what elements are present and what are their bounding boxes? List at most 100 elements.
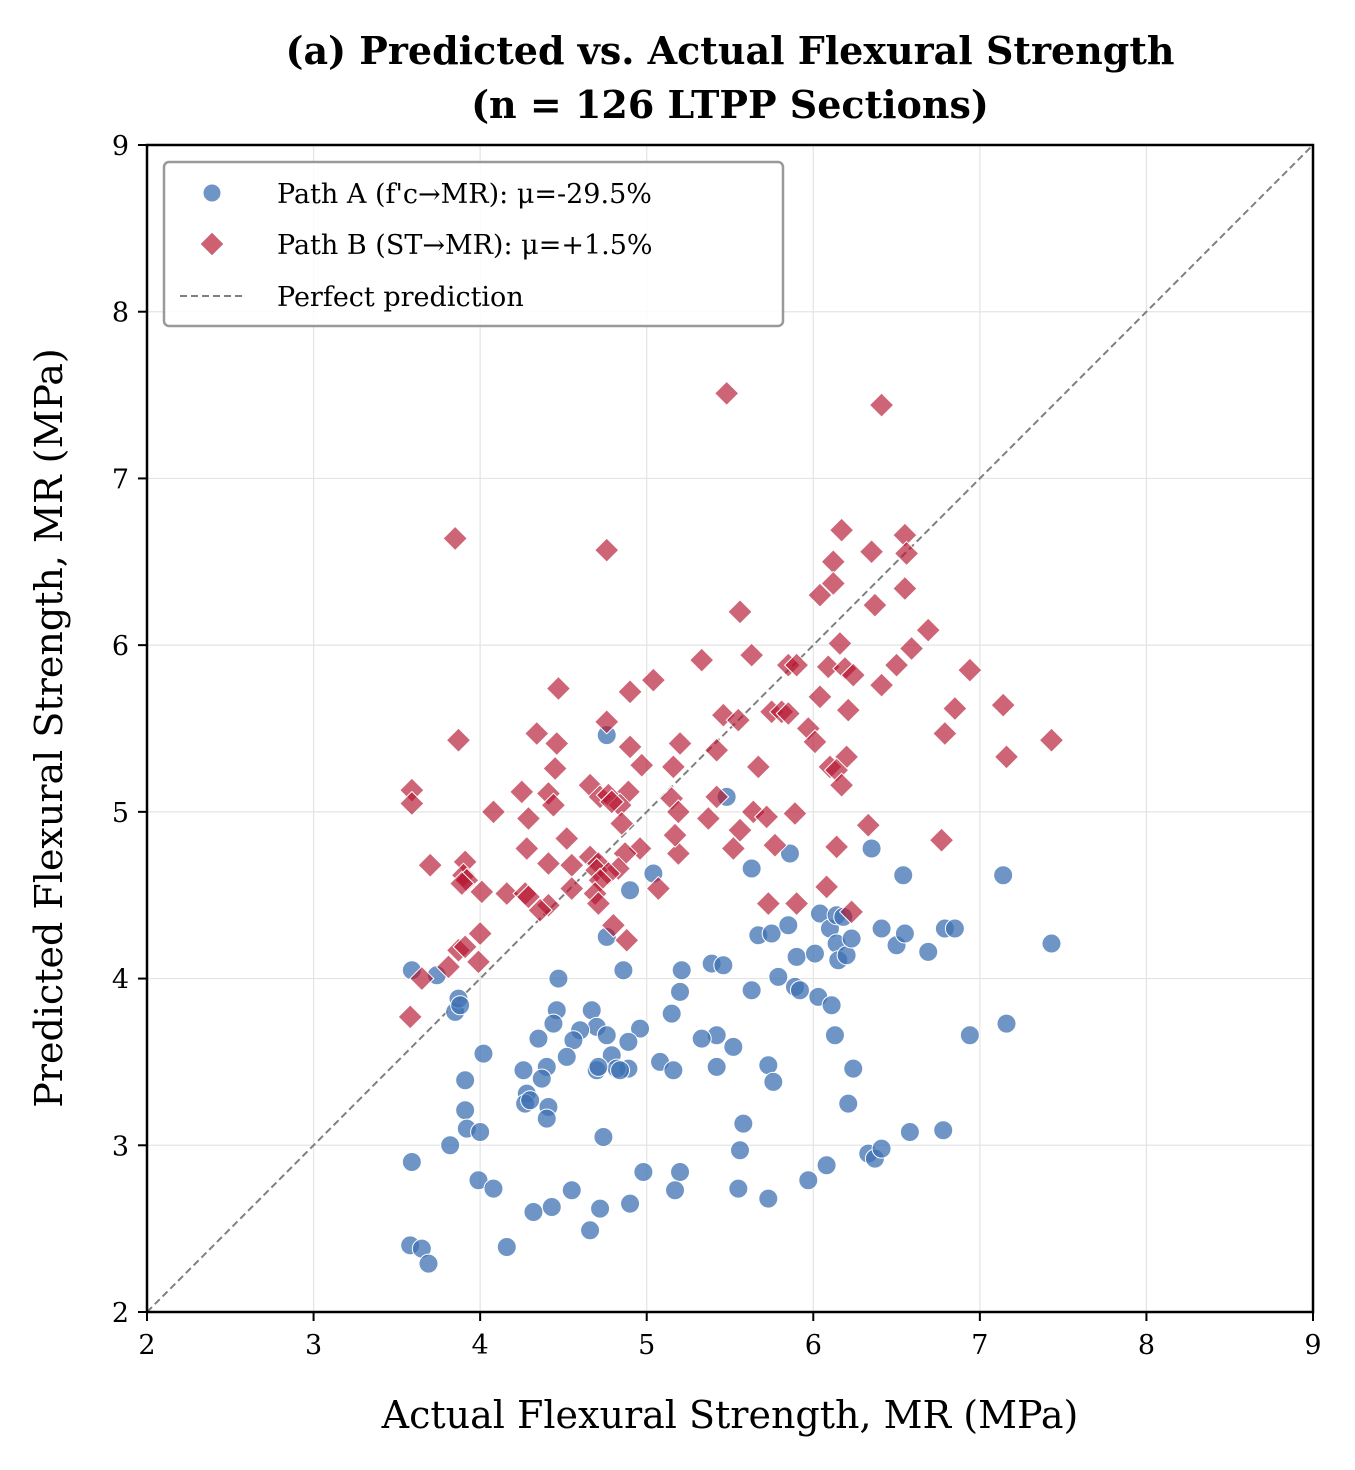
point-path-b: [442, 525, 468, 552]
y-tick-label: 8: [112, 298, 129, 329]
legend-box: [162, 160, 785, 328]
point-path-b: [559, 875, 585, 902]
chart-title-line2: (n = 126 LTPP Sections): [471, 82, 989, 127]
point-path-b: [862, 592, 888, 618]
x-tick-label: 7: [971, 1330, 988, 1361]
point-path-b: [467, 920, 493, 947]
point-path-a: [733, 1113, 754, 1134]
point-path-a: [713, 955, 734, 976]
point-path-b: [465, 949, 492, 975]
point-path-b: [727, 599, 753, 625]
point-path-a: [455, 1070, 476, 1091]
point-path-b: [667, 730, 693, 757]
point-path-a: [758, 1055, 779, 1076]
point-path-a: [450, 995, 471, 1016]
point-path-b: [727, 817, 753, 843]
point-path-a: [786, 946, 807, 967]
x-tick-label: 9: [1304, 1330, 1321, 1361]
point-path-b: [665, 840, 692, 867]
point-path-b: [783, 652, 810, 678]
point-path-a: [894, 923, 915, 944]
point-path-a: [536, 1108, 557, 1129]
point-path-a: [593, 1126, 614, 1147]
point-path-b: [600, 912, 627, 938]
point-path-b: [542, 755, 568, 782]
point-path-b: [435, 954, 462, 980]
point-path-b: [720, 835, 747, 862]
point-path-b: [868, 672, 895, 698]
point-path-b: [932, 720, 958, 747]
point-path-a: [671, 960, 692, 981]
point-path-b: [660, 754, 687, 780]
point-path-a: [761, 923, 782, 944]
point-path-b: [898, 635, 925, 662]
point-path-a: [838, 1093, 859, 1114]
point-path-b: [449, 870, 475, 897]
point-path-a: [620, 880, 641, 901]
legend: Path A (f'c→MR): μ=-29.5% Path B (ST→MR)…: [162, 160, 785, 328]
legend-label-perfect: Perfect prediction: [277, 282, 524, 313]
point-path-a: [541, 1196, 562, 1217]
point-path-a: [804, 943, 825, 964]
point-path-b: [509, 779, 535, 805]
point-path-b: [417, 852, 443, 878]
point-path-b: [609, 810, 635, 837]
point-path-b: [445, 727, 472, 753]
point-path-a: [418, 1253, 439, 1274]
y-axis-label: Predicted Flexural Strength, MR (MPa): [27, 348, 71, 1107]
point-path-b: [594, 537, 620, 563]
point-path-b: [713, 380, 740, 407]
point-path-a: [663, 1060, 684, 1081]
point-path-a: [496, 1236, 517, 1257]
x-tick-label: 8: [1138, 1330, 1155, 1361]
point-path-a: [581, 1000, 602, 1021]
point-path-b: [782, 800, 808, 827]
point-path-b: [614, 927, 640, 953]
legend-label-path-b: Path B (ST→MR): μ=+1.5%: [277, 230, 653, 261]
point-path-a: [618, 1031, 639, 1052]
point-path-a: [893, 865, 914, 886]
point-path-a: [596, 1025, 617, 1046]
data-points: [397, 380, 1065, 1274]
point-path-b: [1038, 727, 1065, 753]
point-path-a: [520, 1090, 541, 1111]
point-path-a: [861, 838, 882, 859]
point-path-b: [957, 657, 983, 683]
point-path-b: [828, 517, 855, 543]
point-path-b: [840, 662, 866, 688]
point-path-b: [695, 805, 722, 832]
point-path-b: [688, 647, 715, 673]
y-tick-label: 9: [112, 131, 129, 162]
point-path-b: [868, 392, 895, 418]
point-path-a: [706, 1056, 727, 1077]
point-path-a: [556, 1046, 577, 1067]
y-tick-label: 7: [112, 464, 129, 495]
point-path-b: [855, 812, 881, 838]
point-path-a: [580, 1220, 601, 1241]
point-path-a: [836, 945, 857, 966]
point-path-a: [633, 1161, 654, 1182]
point-path-b: [820, 570, 846, 597]
point-path-a: [610, 1060, 631, 1081]
point-path-b: [469, 879, 495, 905]
point-path-a: [918, 941, 939, 962]
point-path-a: [528, 1028, 549, 1049]
point-path-b: [783, 890, 810, 917]
point-path-a: [778, 915, 799, 936]
point-path-a: [613, 960, 634, 981]
x-tick-label: 2: [138, 1330, 155, 1361]
x-tick-label: 5: [638, 1330, 655, 1361]
point-path-a: [630, 1018, 651, 1039]
point-path-a: [670, 1161, 691, 1182]
point-path-b: [838, 899, 865, 925]
point-path-a: [513, 1060, 534, 1081]
point-path-b: [662, 822, 688, 848]
point-path-a: [670, 981, 691, 1002]
point-path-b: [815, 654, 841, 680]
point-path-b: [594, 709, 620, 735]
point-path-b: [813, 874, 840, 900]
point-path-b: [645, 875, 672, 902]
point-path-b: [703, 784, 730, 810]
x-tick-label: 6: [805, 1330, 822, 1361]
